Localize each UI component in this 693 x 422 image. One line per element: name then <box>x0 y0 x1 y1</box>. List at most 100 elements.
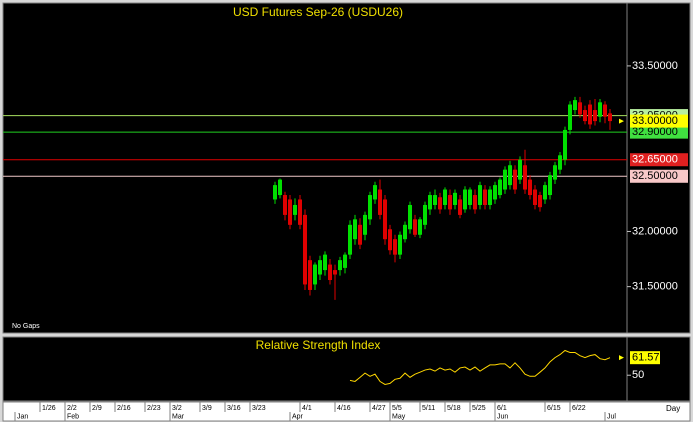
x-tick-label: 2/16 <box>117 405 131 412</box>
rsi-panel <box>2 336 691 402</box>
candle-body <box>318 260 322 275</box>
y-tick-label: 31.50000 <box>632 281 678 293</box>
x-tick-label: 4/1 <box>302 405 312 412</box>
x-axis-panel <box>2 401 691 422</box>
candle-body <box>313 264 317 285</box>
candle-body <box>353 219 357 240</box>
x-tick-label: 2/9 <box>92 405 102 412</box>
candle-body <box>588 104 592 125</box>
candle-body <box>498 179 502 196</box>
candle-body <box>348 224 352 255</box>
x-tick-label: 5/18 <box>447 405 461 412</box>
candle-body <box>433 195 437 205</box>
x-tick-label: 5/11 <box>422 405 435 412</box>
candle-body <box>278 179 282 196</box>
candle-body <box>378 189 382 215</box>
x-tick-label: 2/2 <box>67 405 77 412</box>
y-tick-label: 50 <box>632 369 644 381</box>
level-box <box>630 169 688 183</box>
candle-body <box>423 204 427 225</box>
candle-body <box>393 239 397 255</box>
candle-body <box>273 185 277 200</box>
candle-body <box>523 165 527 190</box>
candle-body <box>478 185 482 205</box>
candle-body <box>538 195 542 208</box>
x-tick-label: 6/15 <box>547 405 561 412</box>
candle-body <box>298 199 302 225</box>
x-tick-label: 2/23 <box>147 405 161 412</box>
candle-body <box>408 204 412 230</box>
level-label: 32.90000 <box>632 126 678 138</box>
candle-body <box>303 214 307 285</box>
candle-body <box>333 270 337 275</box>
candle-body <box>573 100 577 111</box>
candle-body <box>518 159 522 180</box>
x-tick-label: 5/5 <box>392 405 402 412</box>
candle-body <box>363 214 367 235</box>
candle-body <box>543 185 547 200</box>
x-tick-label: 3/23 <box>252 405 266 412</box>
candle-body <box>428 195 432 210</box>
candle-body <box>528 179 532 196</box>
month-label: Mar <box>172 413 185 420</box>
candle-body <box>288 199 292 225</box>
candle-body <box>358 224 362 245</box>
x-tick-label: 3/2 <box>172 405 182 412</box>
last-price-box <box>630 114 688 128</box>
candle-body <box>398 234 402 255</box>
candle-body <box>553 165 557 180</box>
candle-body <box>463 189 467 210</box>
rsi-title: Relative Strength Index <box>256 338 381 352</box>
rsi-last-arrow <box>619 355 624 361</box>
candle-body <box>558 155 562 170</box>
y-tick-label: 32.00000 <box>632 225 678 237</box>
month-label: Feb <box>67 413 79 420</box>
candle-body <box>373 185 377 200</box>
month-label: Apr <box>292 413 304 420</box>
rsi-last-label: 61.57 <box>632 352 660 364</box>
candle-body <box>368 195 372 220</box>
month-label: Jan <box>17 413 28 420</box>
level-box <box>630 153 688 167</box>
candle-body <box>283 195 287 215</box>
last-price-arrow <box>619 118 624 124</box>
candle-body <box>513 169 517 190</box>
month-label: Jul <box>607 413 616 420</box>
candle-body <box>323 254 327 271</box>
x-tick-label: 1/26 <box>42 405 56 412</box>
candle-body <box>548 175 552 196</box>
y-tick-label: 33.50000 <box>632 60 678 72</box>
candle-body <box>583 110 587 122</box>
candle-body <box>293 204 297 215</box>
candle-body <box>473 195 477 210</box>
candle-body <box>438 197 442 210</box>
candle-body <box>578 102 582 115</box>
candle-body <box>508 165 512 186</box>
note: No Gaps <box>12 323 40 330</box>
candle-body <box>418 219 422 235</box>
rsi-line <box>349 349 611 385</box>
candle-body <box>483 189 487 205</box>
x-unit-label: Day <box>666 404 680 413</box>
x-tick-label: 4/27 <box>372 405 386 412</box>
candle-body <box>403 224 407 240</box>
candle-body <box>443 189 447 205</box>
candle-body <box>603 104 607 117</box>
x-tick-label: 5/25 <box>472 405 486 412</box>
candle-body <box>488 189 492 205</box>
chart-title: USD Futures Sep-26 (USDU26) <box>233 5 403 19</box>
candle-body <box>388 229 392 251</box>
last-price-label: 33.00000 <box>632 115 678 127</box>
level-label: 32.50000 <box>632 170 678 182</box>
candle-body <box>533 189 537 205</box>
candle-body <box>308 260 312 290</box>
level-label: 32.65000 <box>632 154 678 166</box>
candle-body <box>493 185 497 200</box>
candle-body <box>468 189 472 205</box>
candle-body <box>338 260 342 271</box>
candle-body <box>413 219 417 235</box>
candle-body <box>568 104 572 130</box>
candle-body <box>458 199 462 215</box>
candle-body <box>383 199 387 240</box>
